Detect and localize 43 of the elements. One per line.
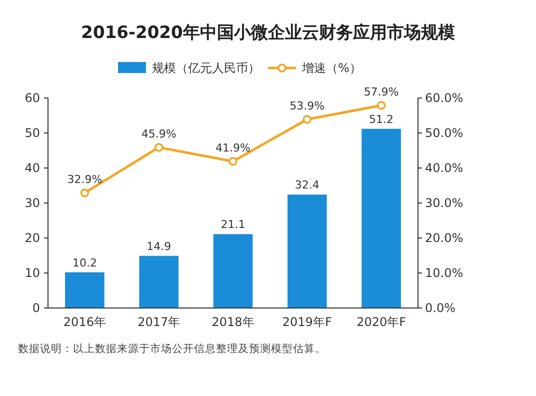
y2-tick-label: 0.0% (425, 301, 456, 315)
x-tick-label: 2017年 (138, 315, 180, 329)
bar (139, 256, 178, 308)
data-label: 53.9% (290, 99, 325, 112)
point (80, 188, 90, 198)
text: 数据说明：以上数据来源于市场公开信息整理及预测模型估算。 (18, 342, 326, 355)
data-label: 10.2 (72, 256, 97, 270)
y2-tick-label: 20.0% (425, 231, 464, 245)
data-label: 14.9 (146, 240, 172, 253)
y-tick-label: 30 (24, 196, 40, 210)
y-tick-label: 60 (24, 91, 40, 105)
legend-label: 增速（%） (301, 61, 362, 75)
y2-tick-label: 40.0% (425, 161, 464, 175)
data-label: 41.9% (216, 141, 250, 154)
x-tick-label: 2019年F (282, 315, 332, 329)
y-tick-label: 10 (24, 266, 40, 280)
data-label: 57.9% (364, 85, 399, 98)
point (154, 142, 164, 152)
data-label: 21.1 (220, 218, 246, 232)
data-label: 32.4 (294, 178, 320, 192)
y2-tick-label: 10.0% (425, 266, 464, 280)
y-tick-label: 50 (24, 126, 40, 140)
bar (213, 234, 253, 308)
y-tick-label: 20 (24, 231, 40, 245)
legend-label: 规模（亿元人民币） (152, 61, 260, 75)
chart-title: 2016-2020年中国小微企业云财务应用市场规模 (81, 23, 455, 43)
y2-tick-label: 30.0% (425, 196, 464, 210)
y-tick-label: 40 (24, 161, 40, 175)
bar (65, 272, 104, 308)
x-tick-label: 2016年 (63, 315, 106, 329)
bar (362, 128, 401, 308)
y2-tick-label: 60.0% (425, 91, 464, 105)
data-label: 45.9% (141, 127, 176, 140)
point (302, 114, 312, 124)
x-tick-label: 2020年F (356, 315, 406, 329)
bar (288, 194, 327, 308)
point (228, 156, 238, 166)
data-label: 32.9% (67, 172, 102, 186)
data-label: 51.2 (369, 112, 394, 126)
y2-tick-label: 50.0% (425, 126, 464, 140)
x-tick-label: 2018年 (212, 315, 254, 329)
y-tick-label: 0 (32, 301, 40, 315)
point (376, 100, 386, 110)
